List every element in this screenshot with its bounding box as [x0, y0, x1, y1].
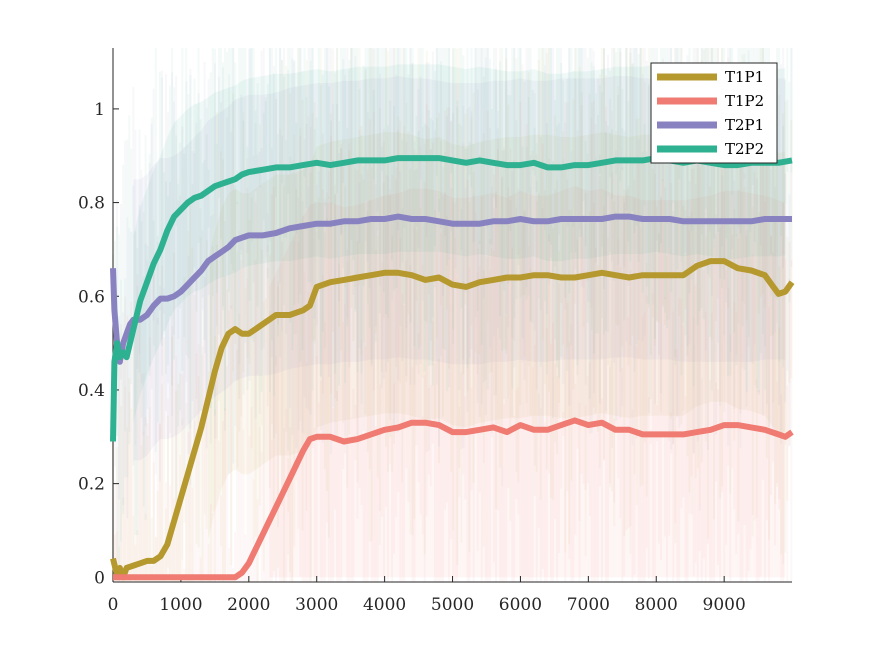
x-tick-label: 4000 — [363, 595, 406, 615]
legend-label-t2p2: T2P2 — [725, 140, 764, 158]
tick-labels: 0 1000 2000 3000 4000 5000 6000 7000 8000 9000 0 0.… — [78, 100, 746, 615]
variance-band — [133, 76, 786, 461]
x-tick-label: 1000 — [159, 595, 202, 615]
series-line-t2p2 — [110, 155, 793, 442]
x-tick-label: 6000 — [499, 595, 542, 615]
x-tick-label: 7000 — [567, 595, 610, 615]
legend-label-t1p2: T1P2 — [725, 92, 764, 110]
legend: T1P1 T1P2 T2P1 T2P2 — [650, 62, 778, 164]
variance-band — [133, 64, 786, 423]
legend-label-t1p1: T1P1 — [725, 68, 764, 86]
variance-band — [208, 120, 786, 540]
variance-bands — [133, 64, 786, 578]
x-tick-label: 3000 — [295, 595, 338, 615]
x-tick-label: 9000 — [703, 595, 746, 615]
y-tick-label: 0.8 — [78, 194, 105, 214]
y-tick-label: 0 — [94, 568, 105, 588]
variance-band — [269, 186, 786, 578]
y-tick-label: 0.4 — [78, 381, 105, 401]
y-tick-label: 0.2 — [78, 475, 105, 495]
x-tick-label: 5000 — [431, 595, 474, 615]
x-tick-label: 8000 — [635, 595, 678, 615]
x-tick-label: 0 — [108, 595, 119, 615]
legend-label-t2p1: T2P1 — [725, 116, 764, 134]
y-tick-label: 1 — [94, 100, 105, 120]
x-tick-label: 2000 — [227, 595, 270, 615]
series-line-t2p1 — [110, 213, 792, 365]
series-line-t1p1 — [110, 258, 795, 581]
series-line-t1p2 — [113, 417, 794, 581]
y-tick-label: 0.6 — [78, 287, 105, 307]
series-lines — [110, 155, 795, 581]
